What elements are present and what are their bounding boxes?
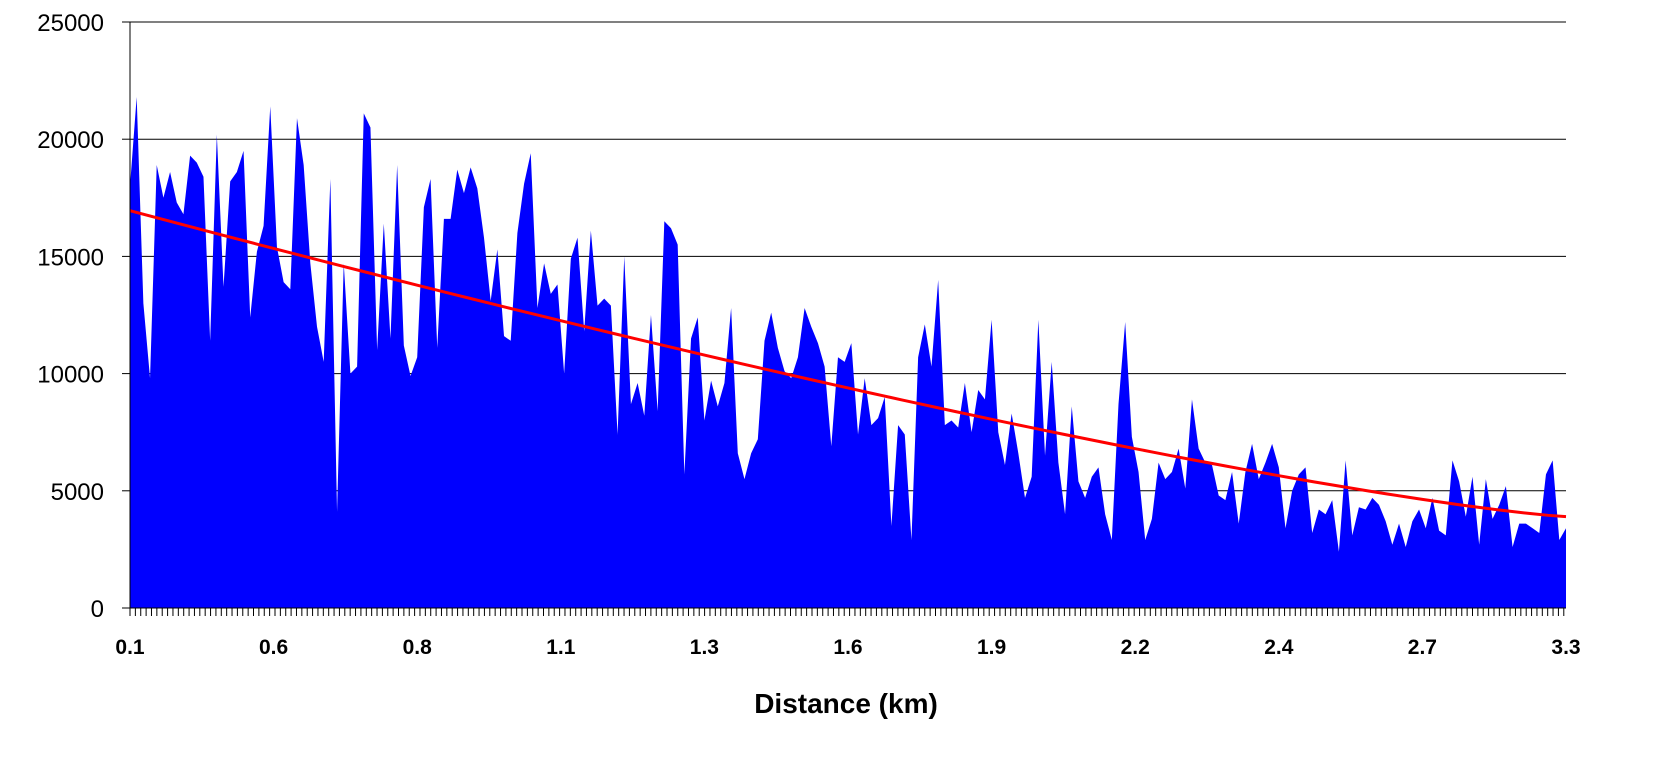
trend-line	[129, 209, 1567, 519]
x-axis-ticks	[129, 608, 1565, 616]
x-tick-label: 1.6	[833, 636, 862, 659]
y-tick-label: 20000	[37, 127, 104, 154]
x-tick-label: 2.7	[1408, 636, 1437, 659]
x-tick-label: 1.1	[546, 636, 576, 659]
x-tick-label: 0.1	[115, 636, 145, 659]
y-tick-label: 15000	[37, 244, 104, 271]
x-tick-label: 0.8	[403, 636, 433, 659]
y-axis-tick-labels: 0 5000 10000 15000 20000 25000	[37, 10, 104, 623]
x-tick-label: 2.4	[1264, 636, 1294, 659]
axes	[129, 22, 1566, 609]
area-series	[130, 97, 1566, 608]
y-tick-label: 0	[91, 596, 104, 623]
y-tick-label: 25000	[37, 10, 104, 37]
x-tick-label: 1.3	[690, 636, 719, 659]
x-tick-label: 1.9	[977, 636, 1006, 659]
x-tick-label: 2.2	[1121, 636, 1150, 659]
y-tick-label: 5000	[51, 479, 104, 506]
x-axis-tick-labels: 0.1 0.6 0.8 1.1 1.3 1.6 1.9 2.2 2.4 2.7 3.3	[115, 636, 1580, 659]
y-tick-label: 10000	[37, 362, 104, 389]
x-tick-label: 0.6	[259, 636, 288, 659]
x-axis-title: Distance (km)	[754, 688, 938, 719]
x-tick-label: 3.3	[1551, 636, 1580, 659]
